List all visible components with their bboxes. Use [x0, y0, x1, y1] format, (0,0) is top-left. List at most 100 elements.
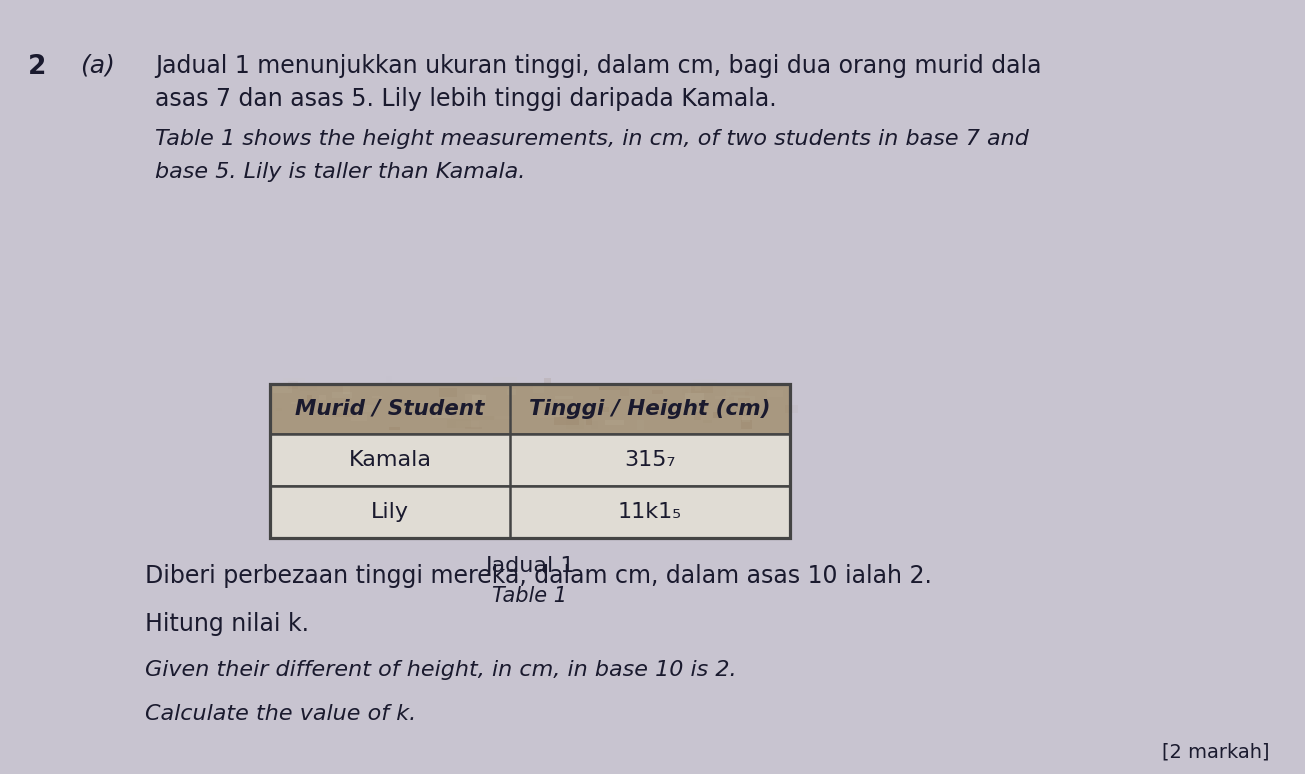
Bar	[637, 420, 643, 430]
Bar	[283, 378, 305, 386]
Text: Table 1: Table 1	[492, 586, 568, 606]
Text: base 5. Lily is taller than Kamala.: base 5. Lily is taller than Kamala.	[155, 162, 526, 182]
Text: Tinggi / Height (cm): Tinggi / Height (cm)	[530, 399, 771, 419]
Bar	[555, 416, 578, 425]
Text: asas 7 dan asas 5. Lily lebih tinggi daripada Kamala.: asas 7 dan asas 5. Lily lebih tinggi dar…	[155, 87, 776, 111]
Text: Jadual 1 menunjukkan ukuran tinggi, dalam cm, bagi dua orang murid dala: Jadual 1 menunjukkan ukuran tinggi, dala…	[155, 54, 1041, 78]
Bar	[270, 384, 790, 538]
Bar	[455, 393, 461, 396]
Bar	[291, 402, 309, 405]
Bar	[419, 402, 424, 405]
Bar	[333, 392, 352, 399]
Bar	[360, 406, 373, 413]
Bar	[273, 385, 292, 393]
Bar	[586, 426, 592, 433]
Bar	[508, 389, 517, 395]
Text: 2: 2	[27, 54, 47, 80]
Text: Diberi perbezaan tinggi mereka, dalam cm, dalam asas 10 ialah 2.: Diberi perbezaan tinggi mereka, dalam cm…	[145, 564, 932, 588]
Bar	[739, 398, 750, 402]
Bar	[599, 399, 607, 407]
Text: Murid / Student: Murid / Student	[295, 399, 484, 419]
Bar	[786, 405, 797, 413]
Bar	[544, 378, 551, 385]
Bar	[539, 413, 560, 418]
Bar	[495, 416, 512, 420]
Bar	[372, 396, 382, 398]
Bar	[351, 414, 367, 422]
Text: (a): (a)	[80, 54, 115, 78]
Bar	[459, 382, 483, 385]
Text: Kamala: Kamala	[348, 450, 432, 470]
Bar	[696, 402, 710, 406]
Bar	[318, 412, 329, 416]
Bar	[690, 384, 714, 393]
Bar	[620, 388, 629, 396]
Bar	[733, 396, 754, 402]
Bar	[432, 411, 452, 418]
Bar	[465, 380, 484, 386]
Text: Calculate the value of k.: Calculate the value of k.	[145, 704, 416, 724]
Bar	[270, 384, 790, 434]
Text: Hitung nilai k.: Hitung nilai k.	[145, 612, 309, 636]
Bar	[715, 396, 729, 399]
Bar	[270, 434, 790, 486]
Bar	[760, 382, 782, 386]
Bar	[658, 400, 683, 405]
Text: Jadual 1: Jadual 1	[485, 556, 574, 576]
Bar	[690, 386, 701, 389]
Bar	[428, 423, 448, 429]
Bar	[716, 405, 736, 413]
Bar	[386, 376, 392, 385]
Bar	[556, 396, 573, 399]
Bar	[418, 426, 436, 432]
Bar	[333, 413, 356, 417]
Bar	[337, 404, 356, 408]
Bar	[566, 420, 583, 429]
Text: 315₇: 315₇	[624, 450, 676, 470]
Text: Given their different of height, in cm, in base 10 is 2.: Given their different of height, in cm, …	[145, 660, 736, 680]
Bar	[320, 396, 325, 400]
Bar	[581, 385, 587, 388]
Bar	[741, 420, 752, 430]
Bar	[770, 386, 779, 389]
Bar	[727, 389, 745, 397]
Text: Lily: Lily	[371, 502, 408, 522]
Bar	[693, 378, 718, 387]
Bar	[448, 420, 471, 428]
Bar	[275, 408, 282, 410]
Bar	[713, 412, 720, 418]
Text: [2 markah]: [2 markah]	[1163, 743, 1270, 762]
Bar	[681, 389, 689, 395]
Bar	[743, 416, 750, 422]
Bar	[696, 385, 701, 391]
Bar	[466, 427, 482, 430]
Bar	[343, 384, 350, 394]
Bar	[532, 383, 544, 392]
Bar	[389, 427, 399, 430]
Bar	[652, 390, 663, 394]
Bar	[493, 377, 517, 385]
Bar	[599, 407, 609, 412]
Bar	[300, 383, 317, 391]
Bar	[591, 421, 598, 429]
Bar	[457, 421, 479, 428]
Bar	[465, 394, 480, 402]
Bar	[586, 416, 592, 426]
Bar	[433, 405, 457, 409]
Text: 11k1₅: 11k1₅	[619, 502, 683, 522]
Bar	[288, 382, 298, 389]
Text: Table 1 shows the height measurements, in cm, of two students in base 7 and: Table 1 shows the height measurements, i…	[155, 129, 1028, 149]
Bar	[606, 420, 624, 425]
Bar	[703, 420, 711, 423]
Bar	[675, 397, 688, 406]
Bar	[731, 392, 749, 395]
Bar	[270, 486, 790, 538]
Bar	[472, 396, 485, 402]
Bar	[685, 393, 705, 402]
Bar	[307, 396, 312, 402]
Bar	[296, 400, 313, 407]
Bar	[472, 416, 493, 420]
Bar	[542, 409, 547, 413]
Bar	[766, 390, 783, 397]
Bar	[693, 413, 701, 420]
